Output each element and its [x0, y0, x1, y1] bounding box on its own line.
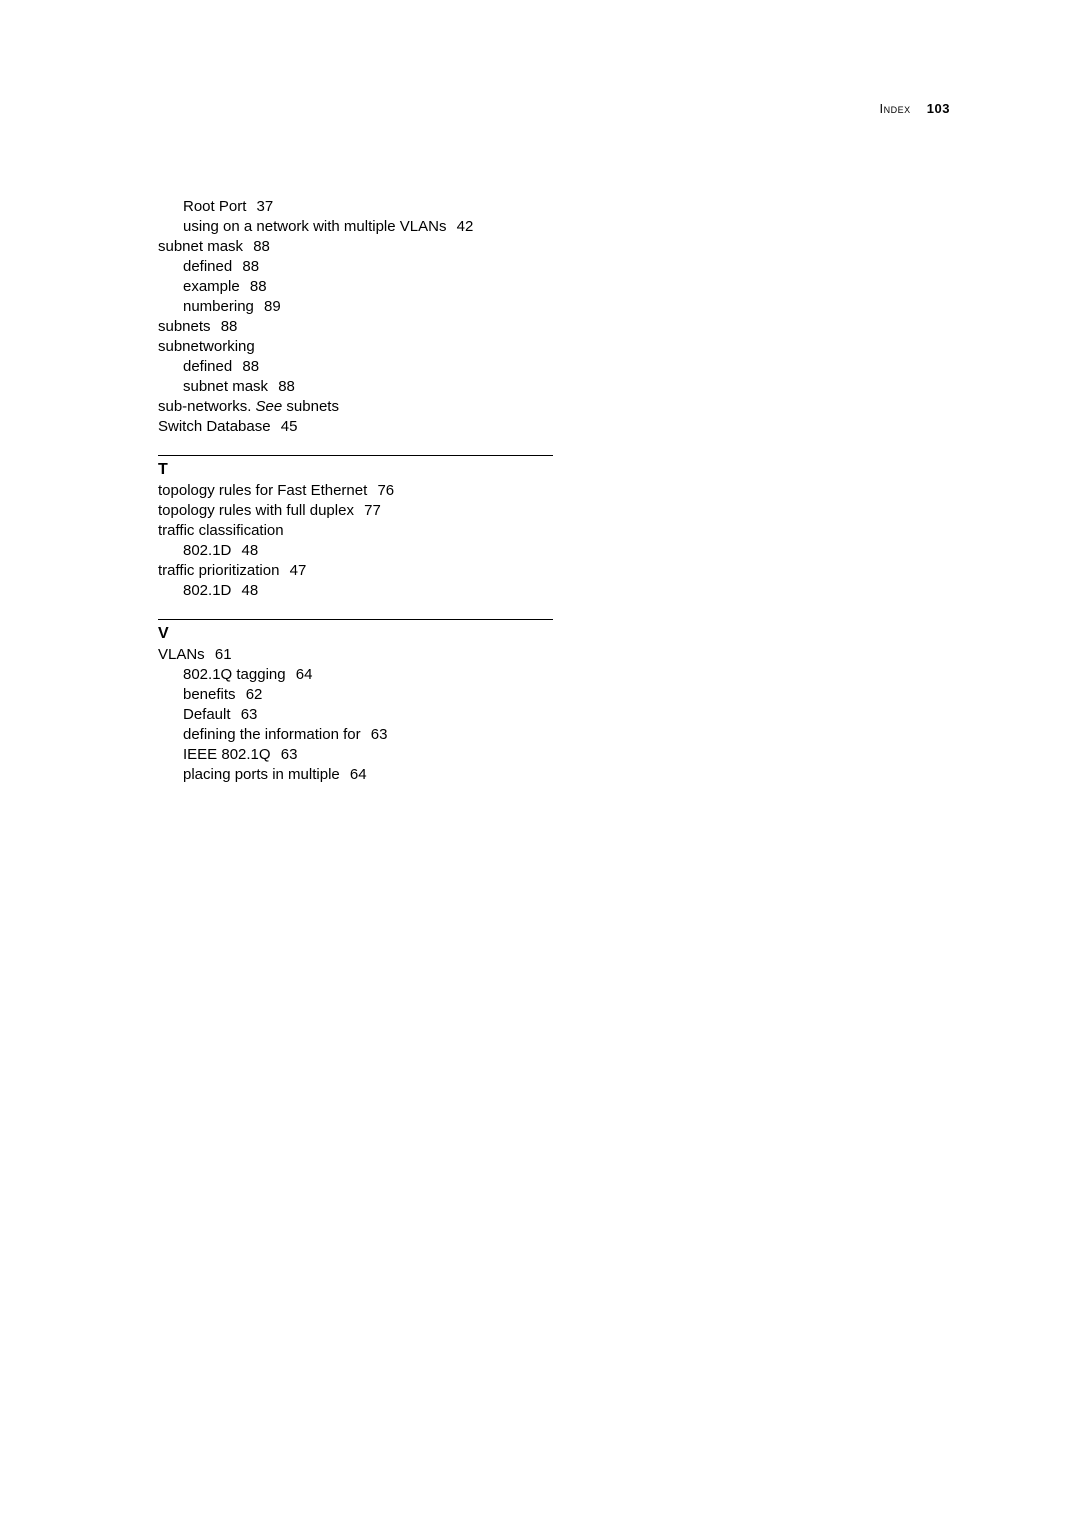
index-entry: sub-networks. See subnets	[158, 397, 588, 417]
index-entry: traffic prioritization 47	[158, 561, 588, 581]
index-entry: benefits 62	[158, 685, 588, 705]
index-entry-text: defining the information for	[183, 726, 361, 743]
section-letter: V	[158, 623, 588, 645]
index-entry-text: subnetworking	[158, 338, 255, 355]
index-entry-page: 61	[211, 646, 232, 663]
index-entry: IEEE 802.1Q 63	[158, 745, 588, 765]
index-entry: subnet mask 88	[158, 237, 588, 257]
index-entry: VLANs 61	[158, 645, 588, 665]
index-entry-page: 88	[217, 318, 238, 335]
index-entry-text: 802.1D	[183, 542, 231, 559]
index-entry-text: Switch Database	[158, 418, 271, 435]
index-entry: 802.1Q tagging 64	[158, 665, 588, 685]
index-entry-text: topology rules for Fast Ethernet	[158, 482, 367, 499]
index-entry-page: 64	[292, 666, 313, 683]
index-entry-text: subnet mask	[183, 378, 268, 395]
index-entry-text: placing ports in multiple	[183, 766, 340, 783]
index-entry-text: traffic prioritization	[158, 562, 279, 579]
index-entry-page: 37	[252, 198, 273, 215]
index-entry-page: 64	[346, 766, 367, 783]
index-entry-text: defined	[183, 258, 232, 275]
index-entry: topology rules with full duplex 77	[158, 501, 588, 521]
index-entry-text: numbering	[183, 298, 254, 315]
index-entry: defined 88	[158, 257, 588, 277]
index-entry-text: example	[183, 278, 240, 295]
index-entry: 802.1D 48	[158, 581, 588, 601]
index-entry-text: subnets	[158, 318, 211, 335]
index-entry-text: IEEE 802.1Q	[183, 746, 271, 763]
index-entry-page: 45	[277, 418, 298, 435]
index-entry-page: 62	[242, 686, 263, 703]
index-entry: Default 63	[158, 705, 588, 725]
index-entry: 802.1D 48	[158, 541, 588, 561]
index-entry-text: 802.1D	[183, 582, 231, 599]
index-entry-text: using on a network with multiple VLANs	[183, 218, 446, 235]
index-entry: subnetworking	[158, 337, 588, 357]
index-entry: subnets 88	[158, 317, 588, 337]
index-entry-page: 88	[238, 258, 259, 275]
index-entry-page: 63	[277, 746, 298, 763]
section-divider	[158, 619, 553, 620]
index-entry-text: VLANs	[158, 646, 205, 663]
index-entry-page: 63	[237, 706, 258, 723]
index-content: Root Port 37using on a network with mult…	[158, 197, 588, 785]
index-entry-text: See	[256, 398, 283, 415]
index-entry: placing ports in multiple 64	[158, 765, 588, 785]
page-header: Index 103	[880, 101, 950, 116]
index-entry-text: traffic classification	[158, 522, 284, 539]
index-entry: example 88	[158, 277, 588, 297]
index-entry-page: 42	[452, 218, 473, 235]
index-entry-page: 89	[260, 298, 281, 315]
index-entry-page: 63	[367, 726, 388, 743]
index-entry-text: defined	[183, 358, 232, 375]
index-entry-text: topology rules with full duplex	[158, 502, 354, 519]
index-entry: using on a network with multiple VLANs 4…	[158, 217, 588, 237]
index-entry: numbering 89	[158, 297, 588, 317]
index-entry-page: 88	[249, 238, 270, 255]
header-label: Index	[880, 101, 911, 116]
index-entry-text: benefits	[183, 686, 236, 703]
index-entry-text: subnet mask	[158, 238, 243, 255]
index-entry-page: 48	[237, 582, 258, 599]
index-entry-page: 48	[237, 542, 258, 559]
index-entry-page: 88	[238, 358, 259, 375]
index-entry-text: 802.1Q tagging	[183, 666, 286, 683]
index-entry: subnet mask 88	[158, 377, 588, 397]
index-entry-text: subnets	[282, 398, 339, 415]
index-entry-text: Root Port	[183, 198, 246, 215]
index-entry: topology rules for Fast Ethernet 76	[158, 481, 588, 501]
section-divider	[158, 455, 553, 456]
index-entry: Switch Database 45	[158, 417, 588, 437]
index-entry: traffic classification	[158, 521, 588, 541]
index-entry-page: 76	[373, 482, 394, 499]
index-entry: defined 88	[158, 357, 588, 377]
index-entry-page: 77	[360, 502, 381, 519]
index-entry: defining the information for 63	[158, 725, 588, 745]
index-entry: Root Port 37	[158, 197, 588, 217]
index-entry-page: 88	[274, 378, 295, 395]
index-entry-page: 88	[246, 278, 267, 295]
section-letter: T	[158, 459, 588, 481]
index-entry-page: 47	[285, 562, 306, 579]
index-entry-text: sub-networks.	[158, 398, 256, 415]
index-entry-text: Default	[183, 706, 231, 723]
header-page-number: 103	[927, 101, 950, 116]
